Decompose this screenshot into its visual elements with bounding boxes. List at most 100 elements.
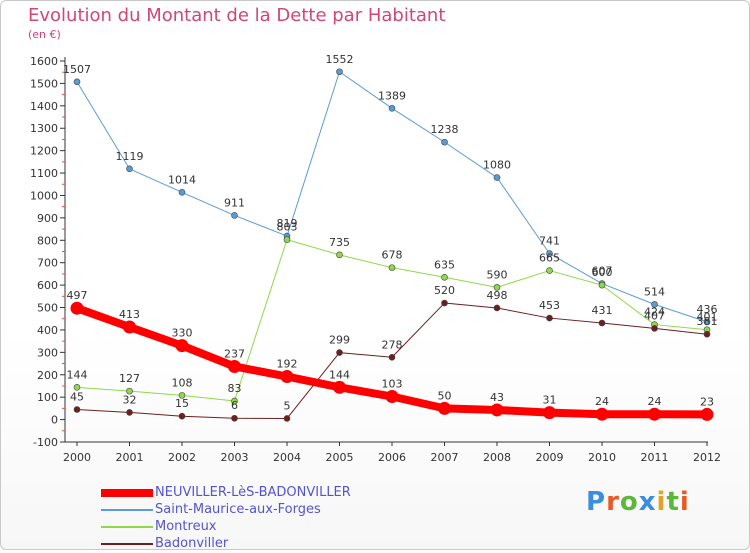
data-label: 497 bbox=[67, 289, 88, 302]
x-tick-label: 2009 bbox=[536, 451, 564, 464]
data-label: 431 bbox=[592, 304, 613, 317]
data-point bbox=[388, 353, 396, 361]
x-tick-label: 2001 bbox=[116, 451, 144, 464]
data-point bbox=[546, 314, 553, 322]
logo-letter: t bbox=[666, 487, 680, 517]
legend-swatch bbox=[101, 526, 153, 528]
logo-letter: r bbox=[606, 487, 620, 517]
data-label: 103 bbox=[382, 378, 403, 391]
data-point bbox=[441, 273, 448, 281]
data-point bbox=[441, 299, 448, 307]
data-point bbox=[126, 165, 133, 173]
data-point bbox=[283, 236, 291, 243]
data-point bbox=[73, 78, 81, 86]
data-label: 1552 bbox=[326, 53, 354, 66]
data-point bbox=[126, 387, 133, 395]
data-point bbox=[703, 318, 711, 326]
x-tick-label: 2012 bbox=[693, 451, 721, 464]
y-tick-label: 700 bbox=[37, 257, 58, 270]
data-point bbox=[70, 301, 84, 315]
data-point bbox=[700, 407, 714, 421]
data-point bbox=[441, 138, 448, 146]
data-label: 735 bbox=[329, 236, 350, 249]
data-label: 1080 bbox=[483, 159, 511, 172]
data-label: 520 bbox=[434, 284, 455, 297]
data-point bbox=[493, 174, 501, 181]
x-tick-label: 2006 bbox=[378, 451, 406, 464]
legend-label: Saint-Maurice-aux-Forges bbox=[155, 502, 321, 517]
data-point bbox=[493, 304, 501, 312]
chart-title: Evolution du Montant de la Dette par Hab… bbox=[28, 5, 446, 26]
y-tick-label: 100 bbox=[37, 391, 58, 404]
data-label: 108 bbox=[172, 376, 193, 389]
data-label: 1119 bbox=[116, 150, 144, 163]
data-label: 741 bbox=[539, 235, 560, 248]
legend-swatch bbox=[101, 489, 153, 497]
data-label: 144 bbox=[329, 368, 350, 381]
data-label: 635 bbox=[434, 258, 455, 271]
data-point bbox=[228, 359, 241, 373]
logo-letter: P bbox=[586, 487, 607, 517]
data-point bbox=[543, 406, 556, 420]
data-point bbox=[178, 189, 186, 196]
data-point bbox=[231, 212, 238, 219]
y-tick-label: 400 bbox=[37, 324, 58, 337]
x-tick-label: 2005 bbox=[326, 451, 354, 464]
data-label: 1507 bbox=[63, 63, 91, 76]
x-tick-label: 2000 bbox=[63, 451, 91, 464]
data-point bbox=[73, 406, 81, 413]
y-tick-label: 1500 bbox=[30, 77, 58, 90]
data-label: 819 bbox=[277, 217, 298, 230]
data-point bbox=[493, 284, 501, 291]
data-label: 453 bbox=[539, 299, 560, 312]
data-label: 330 bbox=[172, 327, 193, 340]
logo-letter: i bbox=[679, 487, 690, 517]
data-label: 6 bbox=[231, 399, 238, 412]
data-label: 237 bbox=[224, 347, 245, 360]
data-point bbox=[438, 401, 451, 415]
data-label: 665 bbox=[539, 252, 560, 265]
data-label: 803 bbox=[277, 221, 298, 234]
y-tick-label: 800 bbox=[37, 234, 58, 247]
y-tick-label: -100 bbox=[33, 436, 58, 449]
data-point bbox=[336, 349, 343, 356]
legend-swatch bbox=[101, 509, 153, 511]
y-tick-label: 1000 bbox=[30, 189, 58, 202]
data-label: 407 bbox=[644, 309, 665, 322]
data-label: 1014 bbox=[168, 173, 196, 186]
logo-letter: i bbox=[656, 487, 667, 517]
data-label: 498 bbox=[487, 289, 508, 302]
legend-label: Badonviller bbox=[155, 536, 229, 551]
logo-letter: o bbox=[619, 487, 639, 517]
data-label: 5 bbox=[284, 399, 291, 412]
x-tick-label: 2003 bbox=[221, 451, 249, 464]
data-point bbox=[175, 339, 189, 353]
data-point bbox=[648, 407, 661, 421]
y-tick-label: 1100 bbox=[30, 167, 58, 180]
logo-letter: x bbox=[638, 487, 657, 517]
x-tick-label: 2008 bbox=[483, 451, 511, 464]
data-point bbox=[336, 251, 343, 259]
data-point bbox=[280, 370, 294, 384]
data-point bbox=[178, 412, 186, 420]
data-point bbox=[126, 409, 133, 416]
data-label: 43 bbox=[490, 391, 504, 404]
data-label: 45 bbox=[70, 391, 84, 404]
data-label: 1389 bbox=[378, 89, 406, 102]
data-label: 83 bbox=[228, 382, 242, 395]
data-label: 600 bbox=[592, 266, 613, 279]
legend-swatch bbox=[101, 543, 153, 545]
y-tick-label: 1600 bbox=[30, 55, 58, 68]
data-label: 413 bbox=[119, 308, 140, 321]
data-label: 401 bbox=[697, 311, 718, 324]
y-tick-label: 1300 bbox=[30, 122, 58, 135]
data-label: 1238 bbox=[431, 123, 459, 136]
data-point bbox=[546, 250, 553, 257]
data-label: 32 bbox=[123, 393, 137, 406]
data-label: 278 bbox=[382, 338, 403, 351]
data-label: 911 bbox=[224, 196, 245, 209]
data-point bbox=[73, 384, 81, 391]
data-point bbox=[546, 267, 553, 274]
data-label: 144 bbox=[67, 368, 88, 381]
